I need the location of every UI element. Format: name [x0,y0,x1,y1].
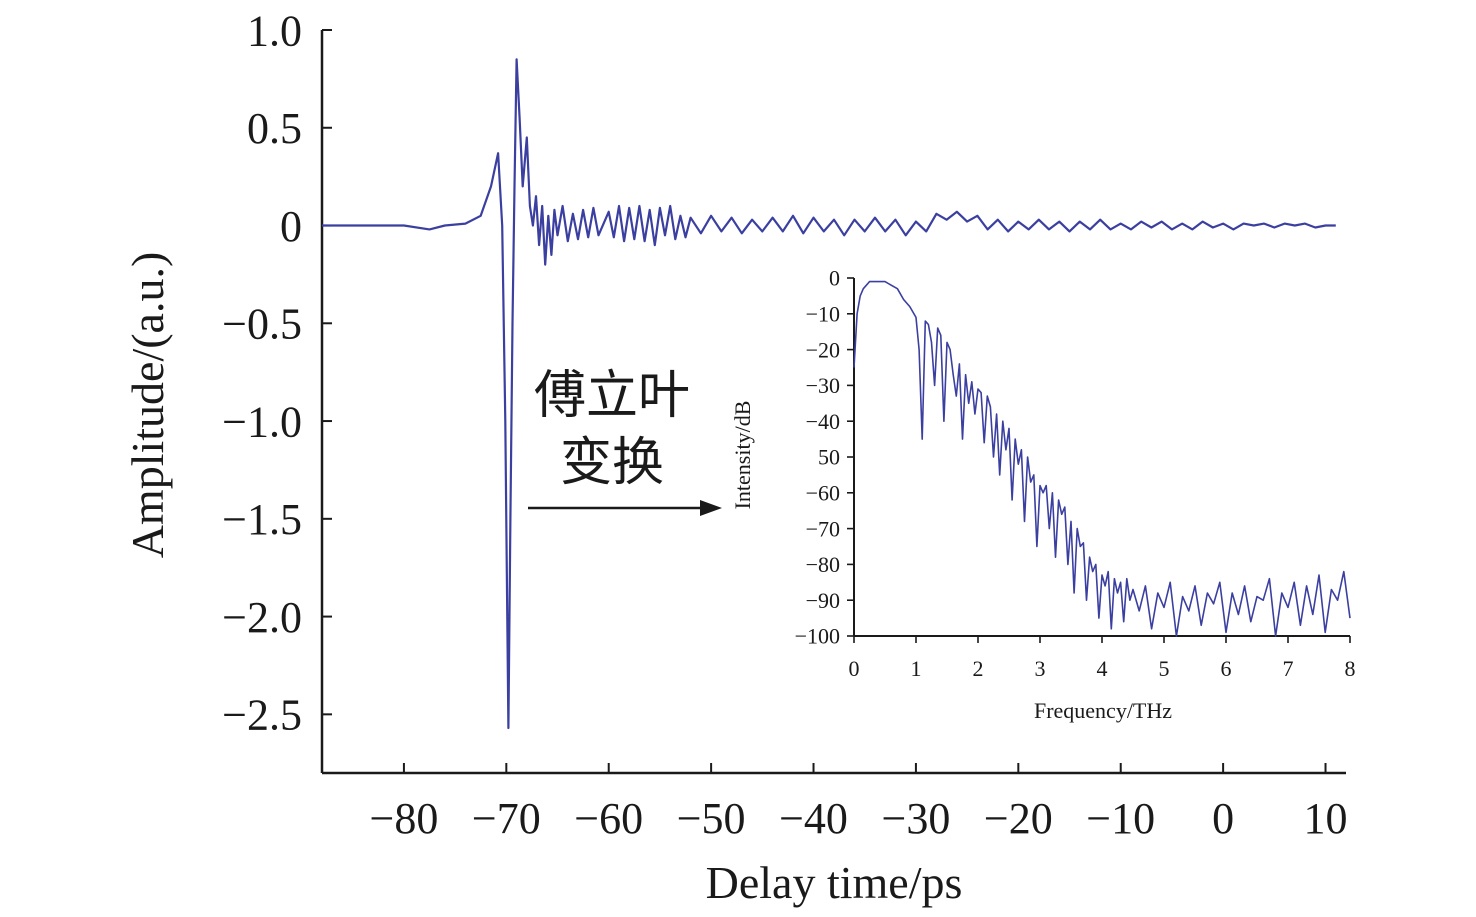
inset-x-tick-label: 4 [1097,656,1108,681]
main-y-tick-label: −1.0 [222,397,302,446]
inset-x-tick-label: 6 [1221,656,1232,681]
inset-y-tick-label: −30 [806,373,840,398]
inset-x-tick-label: 7 [1283,656,1294,681]
main-y-tick-label: −2.0 [222,593,302,642]
main-y-tick-label: −2.5 [222,691,302,740]
main-x-tick-label: −40 [779,794,848,843]
inset-x-tick-label: 3 [1035,656,1046,681]
inset-x-tick-label: 8 [1345,656,1356,681]
inset-x-axis-label: Frequency/THz [1034,698,1172,723]
annotation-line2: 变换 [560,433,664,493]
inset-y-tick-label: 0 [829,266,840,291]
fourier-annotation: 傅立叶 变换 [528,366,722,516]
inset-x-tick-label: 2 [973,656,984,681]
inset-x-tick-label: 5 [1159,656,1170,681]
main-y-axis-label: Amplitude/(a.u.) [122,252,173,559]
inset-series-line [853,280,1351,637]
main-y-tick-label: 1.0 [247,6,302,55]
main-x-tick-label: 10 [1304,794,1348,843]
main-series-line [322,58,1336,730]
main-plot: −80 −70 −60 −50 −40 −30 −20 −10 0 10 1.00.50−0.5−… [122,6,1348,908]
main-y-tick-label: −0.5 [222,300,302,349]
inset-y-tick-label: −90 [806,588,840,613]
inset-x-tick-label: 0 [849,656,860,681]
main-y-tick-label: 0 [280,202,302,251]
main-x-tick-label: −60 [574,794,643,843]
inset-y-tick-label: −40 [806,409,840,434]
inset-y-tick-label: −100 [795,624,840,649]
inset-y-tick-label: −20 [806,337,840,362]
main-x-axis-label: Delay time/ps [706,857,963,908]
inset-x-tick-label: 1 [911,656,922,681]
main-x-tick-label: −20 [984,794,1053,843]
right-arrow-icon [700,500,722,516]
inset-y-tick-label: −80 [806,552,840,577]
main-x-tick-label: −10 [1086,794,1155,843]
main-y-tick-label: 0.5 [247,104,302,153]
inset-plot: 0 1 2 3 4 5 6 7 8 0 −10 −20 −30 −40 50 −60 −70 −80 −90 −10… [730,266,1356,723]
inset-y-tick-label: −60 [806,481,840,506]
inset-y-tick-label: 50 [818,445,840,470]
inset-y-tick-label: −10 [806,302,840,327]
inset-x-ticks: 0 1 2 3 4 5 6 7 8 [849,636,1356,681]
main-x-ticks: −80 −70 −60 −50 −40 −30 −20 −10 0 10 [370,763,1348,843]
main-x-tick-label: −30 [882,794,951,843]
inset-y-axis-label: Intensity/dB [730,401,755,510]
main-x-tick-label: 0 [1212,794,1234,843]
main-y-tick-label: −1.5 [222,495,302,544]
main-x-tick-label: −70 [472,794,541,843]
main-x-tick-label: −80 [370,794,439,843]
inset-y-tick-label: −70 [806,516,840,541]
annotation-line1: 傅立叶 [534,366,690,426]
main-y-ticks: 1.0 0.5 0 −0.5 −1.0 −1.5 −2.0 −2.5 [222,6,332,740]
main-x-tick-label: −50 [677,794,746,843]
inset-y-ticks: 0 −10 −20 −30 −40 50 −60 −70 −80 −90 −100 [795,266,854,649]
